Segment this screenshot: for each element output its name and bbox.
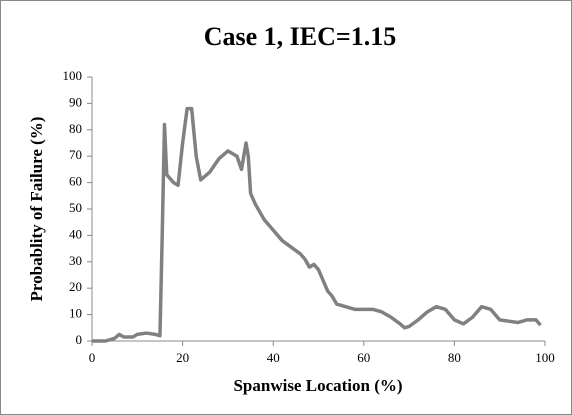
x-axis-label: Spanwise Location (%) xyxy=(233,376,402,395)
y-tick-label: 40 xyxy=(69,226,82,241)
y-tick-label: 0 xyxy=(76,332,83,347)
chart-title: Case 1, IEC=1.15 xyxy=(204,22,397,51)
y-tick-label: 20 xyxy=(69,279,82,294)
data-line xyxy=(92,106,542,343)
y-tick-label: 100 xyxy=(63,68,83,83)
x-tick-label: 80 xyxy=(448,350,461,365)
x-tick-label: 40 xyxy=(267,350,280,365)
y-tick-label: 50 xyxy=(69,200,82,215)
y-tick-label: 60 xyxy=(69,174,82,189)
y-tick-label: 70 xyxy=(69,147,82,162)
x-tick-label: 60 xyxy=(357,350,370,365)
y-tick-label: 80 xyxy=(69,121,82,136)
y-tick-label: 90 xyxy=(69,94,82,109)
y-axis-label: Probablity of Failure (%) xyxy=(27,117,46,302)
x-tick-label: 100 xyxy=(535,350,555,365)
x-tick-label: 20 xyxy=(176,350,189,365)
x-tick-label: 0 xyxy=(89,350,96,365)
y-tick-label: 30 xyxy=(69,253,82,268)
y-tick-label: 10 xyxy=(69,306,82,321)
